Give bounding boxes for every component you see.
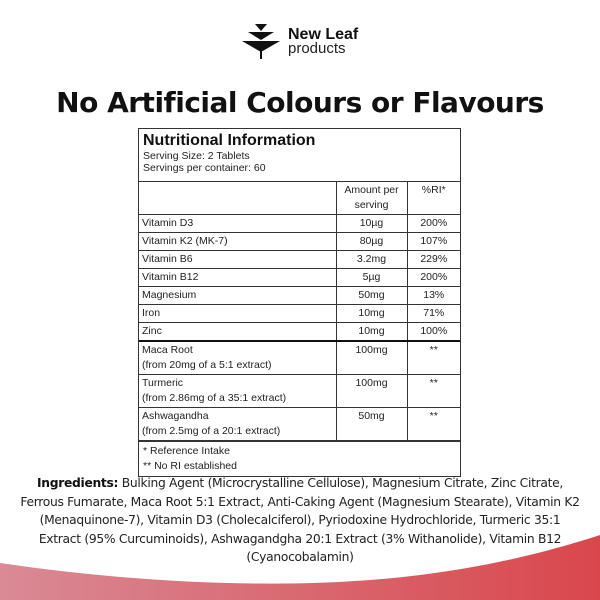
extract-row: Maca Root (from 20mg of a 5:1 extract) 100… [139, 340, 460, 375]
nutrient-name: Vitamin B12 [139, 268, 337, 287]
nutrient-ri: 229% [406, 250, 460, 269]
extract-source: (from 2.86mg of a 35:1 extract) [142, 392, 287, 404]
extract-ri: ** [406, 340, 460, 375]
nutrient-amount: 50mg [335, 286, 408, 305]
nutrient-name: Vitamin K2 (MK-7) [139, 232, 337, 251]
nutrient-row: Zinc 10mg 100% [139, 322, 460, 342]
nutrient-amount: 5µg [335, 268, 408, 287]
extract-amount: 100mg [335, 340, 408, 375]
ingredients-text: Ingredients: Bulking Agent (Microcrystal… [20, 474, 580, 567]
extract-ri: ** [406, 374, 460, 408]
nutrient-row: Vitamin B12 5µg 200% [139, 268, 460, 287]
nutrient-row: Iron 10mg 71% [139, 304, 460, 323]
col-amount-header: Amount per serving [335, 182, 408, 215]
nutrient-ri: 71% [406, 304, 460, 323]
nutrition-title: Nutritional Information [143, 132, 316, 149]
page-heading: No Artificial Colours or Flavours [56, 86, 544, 119]
extract-row: Ashwagandha (from 2.5mg of a 20:1 extract… [139, 407, 460, 441]
col-ri-header: %RI* [406, 182, 460, 215]
extract-source: (from 2.5mg of a 20:1 extract) [142, 425, 281, 437]
nutrient-row: Magnesium 50mg 13% [139, 286, 460, 305]
footnote-no-ri: ** No RI established [143, 460, 237, 472]
extract-name: Maca Root [142, 344, 193, 356]
nutrient-amount: 80µg [335, 232, 408, 251]
nutrient-name: Magnesium [139, 286, 337, 305]
nutrient-name: Vitamin D3 [139, 214, 337, 233]
extract-name: Turmeric [142, 377, 184, 389]
servings-per-container: Servings per container: 60 [143, 162, 266, 174]
nutrient-ri: 100% [406, 322, 460, 342]
nutrient-name: Vitamin B6 [139, 250, 337, 269]
footnote-ri: * Reference Intake [143, 445, 230, 457]
brand-subtitle: products [288, 40, 346, 57]
nutrition-table: Nutritional Information Serving Size: 2 … [138, 128, 461, 477]
nutrient-row: Vitamin D3 10µg 200% [139, 214, 460, 233]
nutrient-amount: 10µg [335, 214, 408, 233]
nutrient-amount: 10mg [335, 304, 408, 323]
serving-size: Serving Size: 2 Tablets [143, 150, 250, 162]
leaf-tree-icon [242, 24, 280, 59]
nutrient-ri: 200% [406, 268, 460, 287]
brand-logo: New Leaf products [240, 22, 358, 62]
extract-amount: 100mg [335, 374, 408, 408]
nutrient-ri: 200% [406, 214, 460, 233]
nutrient-ri: 13% [406, 286, 460, 305]
nutrient-name: Iron [139, 304, 337, 323]
nutrient-amount: 3.2mg [335, 250, 408, 269]
extract-ri: ** [406, 407, 460, 441]
nutrient-row: Vitamin K2 (MK-7) 80µg 107% [139, 232, 460, 251]
nutrient-amount: 10mg [335, 322, 408, 342]
extract-row: Turmeric (from 2.86mg of a 35:1 extract) 1… [139, 374, 460, 408]
extract-source: (from 20mg of a 5:1 extract) [142, 359, 272, 371]
extract-amount: 50mg [335, 407, 408, 441]
ingredients-list: Bulking Agent (Microcrystalline Cellulos… [20, 476, 580, 564]
ingredients-label: Ingredients: [36, 476, 119, 490]
brand-name: New Leaf [288, 26, 359, 43]
nutrient-ri: 107% [406, 232, 460, 251]
nutrient-row: Vitamin B6 3.2mg 229% [139, 250, 460, 269]
nutrient-name: Zinc [139, 322, 337, 342]
extract-name: Ashwagandha [142, 410, 209, 422]
